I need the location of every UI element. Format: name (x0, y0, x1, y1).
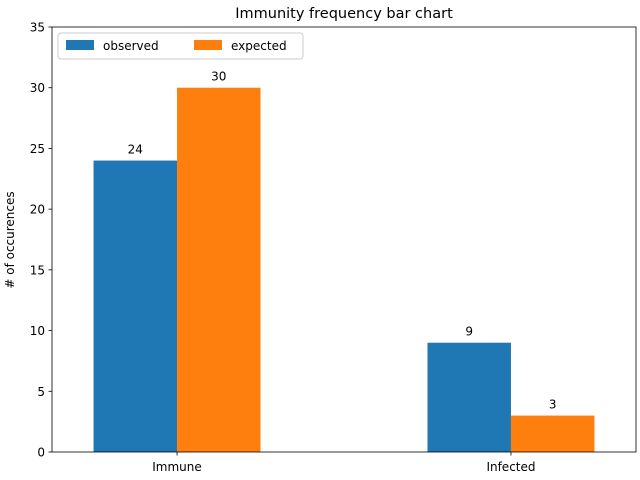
legend-label-observed: observed (103, 39, 159, 53)
bar-expected-immune (177, 87, 261, 452)
y-tick-label: 25 (30, 142, 45, 156)
legend-swatch-observed (66, 40, 94, 50)
x-tick-label: Immune (152, 460, 202, 474)
data-label: 9 (465, 325, 473, 339)
legend-label-expected: expected (231, 39, 287, 53)
axes-frame (51, 26, 637, 453)
y-tick-label: 0 (37, 446, 45, 460)
y-tick-label: 20 (30, 203, 45, 217)
data-label: 30 (211, 70, 226, 84)
y-tick-label: 15 (30, 263, 45, 277)
y-tick-label: 10 (30, 324, 45, 338)
legend-swatch-expected (194, 40, 222, 50)
legend: observed expected (57, 32, 304, 60)
data-label: 24 (128, 143, 143, 157)
x-tick-label: Infected (486, 460, 535, 474)
y-axis-label: # of occurences (3, 191, 17, 288)
y-tick-label: 5 (37, 385, 45, 399)
legend-box (57, 32, 304, 60)
y-tick-label: 35 (30, 21, 45, 35)
bar-observed-infected (427, 342, 511, 452)
bar-observed-immune (93, 160, 178, 453)
data-label: 3 (549, 398, 557, 412)
bar-expected-infected (510, 415, 595, 452)
y-tick-label: 30 (30, 81, 45, 95)
chart-title: Immunity frequency bar chart (235, 6, 453, 22)
